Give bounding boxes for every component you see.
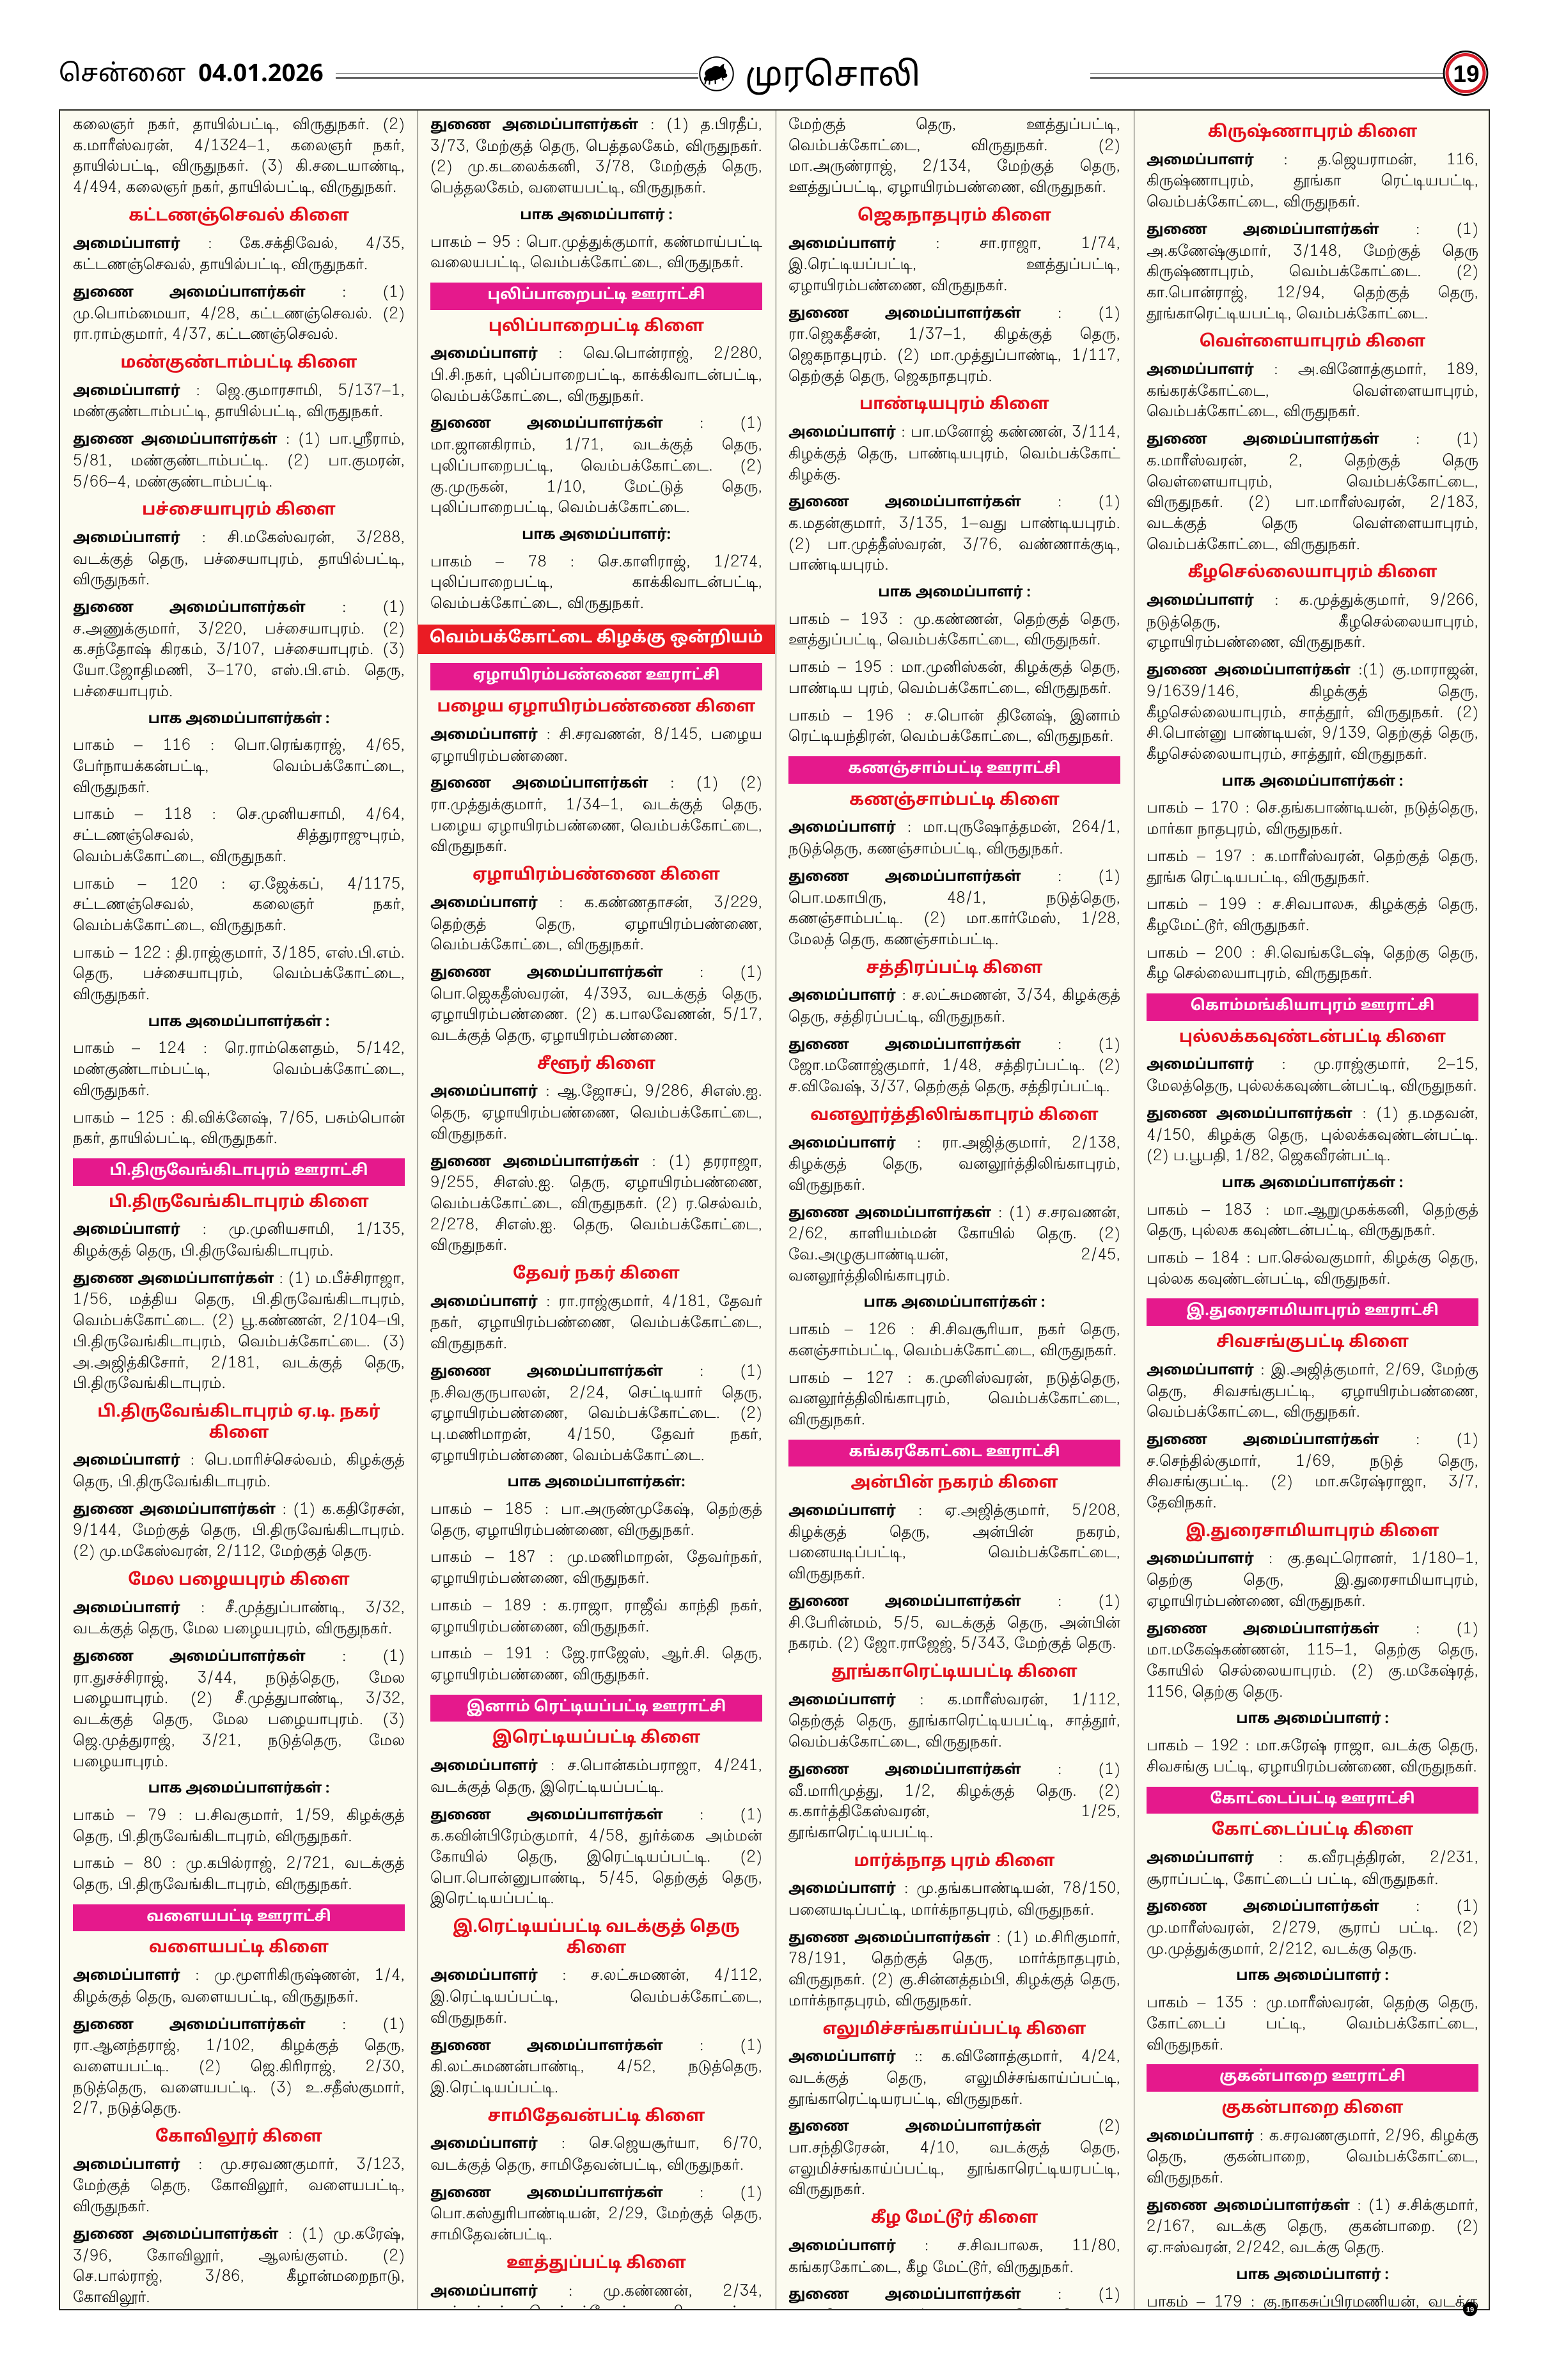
svg-text:19: 19 [1453,61,1479,87]
svg-text:19: 19 [1466,2306,1474,2314]
